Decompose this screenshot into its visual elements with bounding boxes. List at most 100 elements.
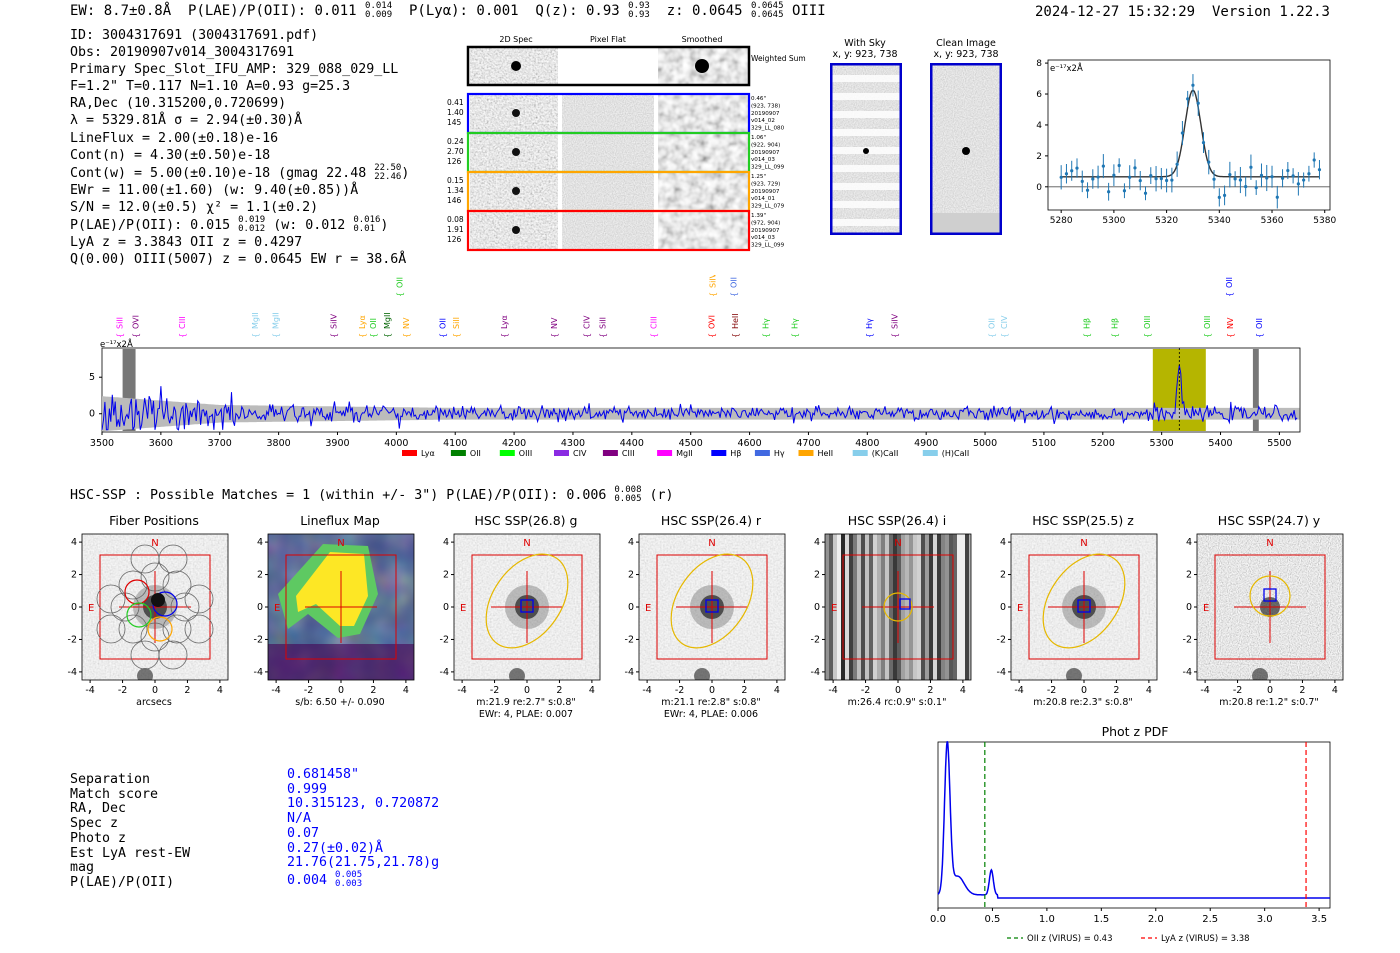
zoom-xtick-label: 5380 — [1313, 216, 1336, 226]
emission-line-brace: { — [272, 333, 281, 338]
pixel-flat — [562, 173, 654, 210]
zoom-point — [1228, 173, 1232, 177]
fiber-circle — [96, 614, 126, 644]
plae-w-lo: 0.01 — [353, 224, 375, 235]
row-left-value: 145 — [447, 118, 462, 127]
x-tick-label: 2 — [184, 685, 190, 696]
emission-line-brace: { — [251, 333, 260, 338]
source-blob-smoothed — [695, 59, 709, 73]
emission-line-name: CIII — [178, 316, 187, 329]
y-tick-label: -4 — [439, 667, 448, 678]
emission-line-name: SiIV — [890, 313, 899, 329]
full-xtick-label: 4200 — [502, 438, 526, 449]
emission-line-label: {SiII — [452, 317, 461, 338]
match-value-score: 0.999 — [287, 781, 328, 797]
match-box — [705, 599, 720, 613]
stripe — [937, 534, 942, 680]
legend-swatch — [450, 450, 466, 456]
legend-swatch — [402, 450, 417, 456]
stripe — [941, 534, 946, 680]
zoom-unit: e⁻¹⁷x2Å — [1050, 62, 1083, 74]
galaxy-ellipse — [1042, 553, 1126, 649]
legend-swatch — [554, 450, 569, 456]
full-xtick-label: 4700 — [796, 438, 820, 449]
y-tick-label: -2 — [811, 634, 820, 645]
full-xtick-label: 4100 — [443, 438, 467, 449]
full-xtick-label: 4900 — [914, 438, 938, 449]
full-ytick-label: 5 — [89, 372, 95, 383]
row-frame — [466, 209, 751, 252]
emission-line-brace: { — [583, 333, 592, 338]
x-tick-label: 0 — [524, 685, 530, 696]
primary-spec: Primary Spec_Slot_IFU_AMP: 329_088_029_L… — [70, 62, 399, 78]
emission-line-brace: { — [550, 333, 559, 338]
hsc-panel: HSC SSP(24.7) y N E -4 -4 -2 -2 0 0 2 2 4 4 m:20.8 re… — [1182, 513, 1344, 708]
row-right-value: 1.06" — [751, 135, 766, 141]
fiber-source — [151, 593, 165, 607]
panel-caption-2: EWr: 4, PLAE: 0.007 — [479, 709, 573, 720]
smoothed-cutout — [658, 95, 748, 132]
emission-line-label: {OVI — [132, 315, 141, 338]
zoom-point — [1112, 173, 1116, 177]
zoom-point — [1186, 97, 1190, 101]
emission-line-name: OIII — [1203, 316, 1212, 329]
panel-caption-2: EWr: 4, PLAE: 0.006 — [664, 709, 758, 720]
y-tick-label: -4 — [625, 667, 634, 678]
match-label-photoz: Photo z — [70, 830, 127, 846]
full-spectrum-plot: {SiII{OVI{CIII{MgII{MgII{SiIV{Lyα{OII{Mg… — [89, 275, 1301, 458]
x-tick-label: -2 — [861, 685, 870, 696]
obs-id: Obs: 20190907v014_3004317691 — [70, 45, 295, 61]
match-value-radec: 10.315123, 0.720872 — [287, 796, 440, 812]
emission-line-label: {CIII — [650, 316, 659, 338]
emission-line-brace: { — [369, 333, 378, 338]
emission-line-brace: { — [132, 333, 141, 338]
contw-text: Cont(w) = 5.00(±0.10)e-18 (gmag 22.48 — [70, 165, 367, 181]
emission-line-name: OII — [730, 277, 739, 288]
emission-line-label: {Hβ — [1111, 318, 1120, 338]
y-tick-label: -4 — [1182, 667, 1191, 678]
zoom-point — [1233, 177, 1237, 181]
row-right-value: (922, 904) — [751, 142, 780, 148]
match-plae-hi: 0.005 — [335, 869, 363, 880]
galaxy-ellipse — [670, 553, 754, 649]
row-blob — [512, 187, 520, 195]
stripe — [957, 534, 962, 680]
pixel-flat — [562, 95, 654, 132]
y-tick-label: 2 — [814, 570, 820, 581]
emission-line-name: Hγ — [762, 318, 771, 329]
x-tick-label: 2 — [556, 685, 562, 696]
legend-swatch — [852, 450, 868, 456]
y-tick-label: 0 — [443, 602, 449, 613]
y-tick-label: 4 — [443, 537, 449, 548]
x-tick-label: 0 — [152, 685, 158, 696]
stripe — [829, 534, 834, 680]
row-right-value: 329_LL_099 — [751, 243, 785, 249]
zoom-point — [1128, 175, 1132, 179]
x-tick-label: 4 — [588, 685, 594, 696]
galaxy-ellipse — [1249, 575, 1291, 617]
hsc-panel: Fiber Positions N E -4 -4 -2 -2 0 0 2 2 4 4 arcsecs — [68, 513, 229, 708]
photz-xtick-label: 3.5 — [1311, 914, 1327, 925]
row-right-value: 329_LL_099 — [751, 165, 785, 171]
emission-line-brace: { — [383, 333, 392, 338]
emission-line-brace: { — [988, 333, 997, 338]
x-tick-label: -2 — [489, 685, 498, 696]
zoom-point — [1085, 188, 1090, 192]
east-label: E — [645, 603, 651, 614]
emission-line-name: Lyα — [500, 315, 509, 329]
y-tick-label: 2 — [257, 570, 263, 581]
x-tick-label: -2 — [675, 685, 684, 696]
y-tick-label: 0 — [814, 602, 820, 613]
zoom-point — [1117, 163, 1121, 168]
photz-title: Phot z PDF — [1102, 724, 1169, 739]
emission-line-name: CIV — [583, 315, 592, 329]
match-label-mag: mag — [70, 860, 95, 876]
emission-line-brace: { — [329, 333, 338, 338]
zoom-point — [1291, 174, 1295, 178]
aperture-box — [285, 554, 397, 660]
x-tick-label: 4 — [217, 685, 223, 696]
zoom-point — [1122, 189, 1127, 193]
fiber-circle — [162, 570, 192, 600]
emission-line-label: {Hγ — [762, 318, 771, 338]
